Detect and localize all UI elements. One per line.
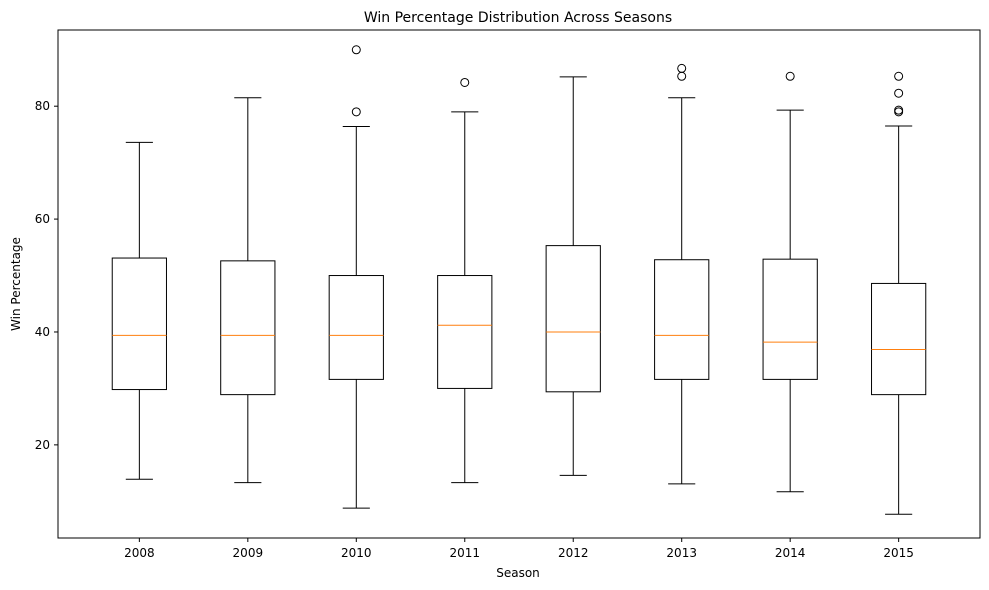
box-group-2015 (871, 71, 927, 515)
outlier-point (460, 77, 470, 87)
box-group-2010 (328, 45, 384, 509)
chart-title: Win Percentage Distribution Across Seaso… (364, 10, 672, 26)
plot-area (111, 45, 927, 515)
y-tick-label-20: 20 (35, 438, 50, 452)
outlier-point (677, 71, 687, 81)
x-tick-label-2015: 2015 (883, 546, 914, 560)
box-group-2008 (111, 141, 167, 480)
iqr-box (545, 245, 601, 393)
plot-frame (57, 29, 981, 539)
iqr-box (328, 275, 384, 380)
x-tick-label-2008: 2008 (124, 546, 155, 560)
outlier-point (894, 105, 904, 115)
outlier-point (894, 71, 904, 81)
iqr-box (111, 257, 167, 391)
y-tick-label-40: 40 (35, 325, 50, 339)
outlier-point (351, 107, 361, 117)
y-tick-label-80: 80 (35, 99, 50, 113)
box-group-2012 (545, 76, 601, 476)
y-axis: 20 40 60 80 (35, 99, 58, 452)
box-group-2013 (654, 63, 710, 485)
outlier-point (894, 88, 904, 98)
box-group-2011 (437, 77, 493, 484)
x-tick-label-2011: 2011 (449, 546, 480, 560)
iqr-box (437, 275, 493, 389)
outlier-point (677, 63, 687, 73)
x-axis: 2008 2009 2010 2011 2012 2013 2014 2015 (124, 538, 914, 560)
iqr-box (220, 260, 276, 396)
box-group-2009 (220, 97, 276, 484)
box-group-2014 (762, 71, 818, 493)
x-tick-label-2012: 2012 (558, 546, 589, 560)
outlier-point (351, 45, 361, 55)
iqr-box (654, 259, 710, 380)
outlier-point (785, 71, 795, 81)
y-axis-label: Win Percentage (9, 237, 23, 331)
x-tick-label-2014: 2014 (775, 546, 806, 560)
iqr-box (871, 282, 927, 396)
x-tick-label-2010: 2010 (341, 546, 372, 560)
x-axis-label: Season (496, 566, 540, 580)
x-tick-label-2009: 2009 (233, 546, 264, 560)
y-tick-label-60: 60 (35, 212, 50, 226)
iqr-box (762, 258, 818, 380)
x-tick-label-2013: 2013 (666, 546, 697, 560)
